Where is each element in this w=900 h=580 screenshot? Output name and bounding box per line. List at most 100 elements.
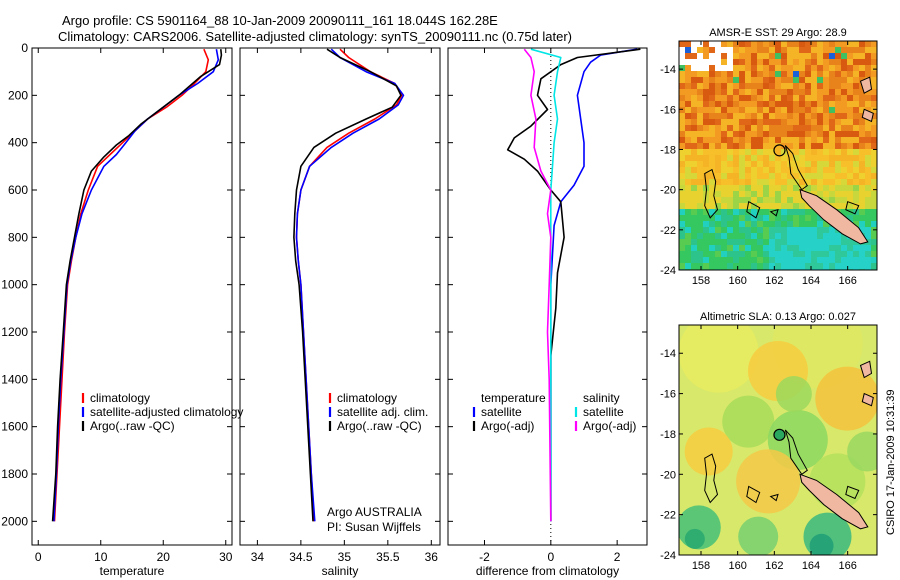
- sst-cell: [763, 125, 770, 132]
- sst-cell: [685, 251, 692, 258]
- sst-cell: [697, 197, 704, 204]
- sst-cell: [769, 107, 776, 114]
- coast-loyalty: [845, 485, 860, 500]
- sst-cell: [763, 155, 770, 162]
- sst-cell: [841, 203, 848, 210]
- sst-cell: [715, 65, 722, 72]
- sst-cell: [685, 119, 692, 126]
- sst-cell: [829, 95, 836, 102]
- sst-cell: [793, 233, 800, 240]
- sst-cell: [853, 53, 860, 60]
- sst-cell: [871, 221, 877, 228]
- sst-cell: [727, 149, 734, 156]
- sst-cell: [769, 137, 776, 144]
- sst-cell: [709, 137, 716, 144]
- sst-cell: [685, 239, 692, 246]
- sst-cell: [811, 89, 818, 96]
- sst-cell: [691, 131, 698, 138]
- sst-cell: [805, 179, 812, 186]
- sst-cell: [763, 71, 770, 78]
- sst-cell: [751, 131, 758, 138]
- sst-cell: [859, 245, 866, 252]
- sst-cell: [835, 83, 842, 90]
- sst-cell: [871, 83, 877, 90]
- sst-cell: [751, 167, 758, 174]
- sst-cell: [721, 149, 728, 156]
- sst-cell: [853, 155, 860, 162]
- sst-cell: [733, 59, 740, 66]
- sst-cell: [829, 239, 836, 246]
- sst-cell: [811, 95, 818, 102]
- sst-cell: [697, 65, 704, 72]
- sst-cell: [691, 209, 698, 216]
- sst-cell: [739, 47, 746, 54]
- sst-cell: [787, 239, 794, 246]
- sst-cell: [805, 173, 812, 180]
- sst-cell: [823, 59, 830, 66]
- sst-cell: [691, 227, 698, 234]
- sst-cell: [835, 143, 842, 150]
- sst-cell: [685, 59, 692, 66]
- sst-cell: [745, 65, 752, 72]
- sst-cell: [727, 47, 734, 54]
- sst-cell: [829, 131, 836, 138]
- sst-cell: [865, 155, 872, 162]
- sst-cell: [775, 137, 782, 144]
- sst-cell: [865, 149, 872, 156]
- sst-cell: [739, 59, 746, 66]
- sst-cell: [793, 173, 800, 180]
- coast-reef-west: [704, 168, 719, 219]
- sst-cell: [829, 197, 836, 204]
- sst-cell: [691, 89, 698, 96]
- sst-cell: [733, 143, 740, 150]
- sst-cell: [739, 251, 746, 258]
- sst-cell: [811, 47, 818, 54]
- sst-cell: [763, 227, 770, 234]
- sst-cell: [811, 227, 818, 234]
- sst-cell: [799, 251, 806, 258]
- sst-cell: [757, 167, 764, 174]
- sst-cell: [727, 131, 734, 138]
- sst-cell: [751, 59, 758, 66]
- sst-cell: [805, 155, 812, 162]
- sst-cell: [709, 209, 716, 216]
- x-tick-label: 34: [251, 550, 265, 564]
- sst-cell: [775, 113, 782, 120]
- sst-cell: [871, 59, 877, 66]
- sst-cell: [739, 179, 746, 186]
- sst-cell: [835, 149, 842, 156]
- sst-cell: [865, 41, 872, 48]
- sst-cell: [865, 173, 872, 180]
- figure-title-line2: Climatology: CARS2006. Satellite-adjuste…: [58, 29, 573, 44]
- sst-cell: [829, 155, 836, 162]
- sst-cell: [727, 107, 734, 114]
- sst-cell: [715, 173, 722, 180]
- sst-cell: [727, 203, 734, 210]
- sst-cell: [853, 257, 860, 264]
- sst-cell: [817, 263, 824, 270]
- sst-cell: [691, 137, 698, 144]
- series-line-satellite-adjusted-climatology: [53, 49, 220, 522]
- sst-cell: [679, 191, 686, 198]
- sst-cell: [781, 221, 788, 228]
- sst-cell: [787, 221, 794, 228]
- sst-cell: [709, 173, 716, 180]
- sst-cell: [745, 173, 752, 180]
- sst-cell: [715, 59, 722, 66]
- sst-cell: [763, 221, 770, 228]
- sst-cell: [865, 95, 872, 102]
- sst-cell: [781, 113, 788, 120]
- sst-cell: [835, 53, 842, 60]
- sst-cell: [757, 197, 764, 204]
- map-x-tick-label: 166: [838, 275, 856, 287]
- sst-cell: [703, 107, 710, 114]
- sst-cell: [739, 41, 746, 48]
- legend-label: satellite adj. clim.: [337, 405, 428, 419]
- sst-cell: [859, 41, 866, 48]
- sst-cell: [775, 77, 782, 84]
- sst-cell: [709, 203, 716, 210]
- sst-cell: [733, 101, 740, 108]
- sst-cell: [733, 155, 740, 162]
